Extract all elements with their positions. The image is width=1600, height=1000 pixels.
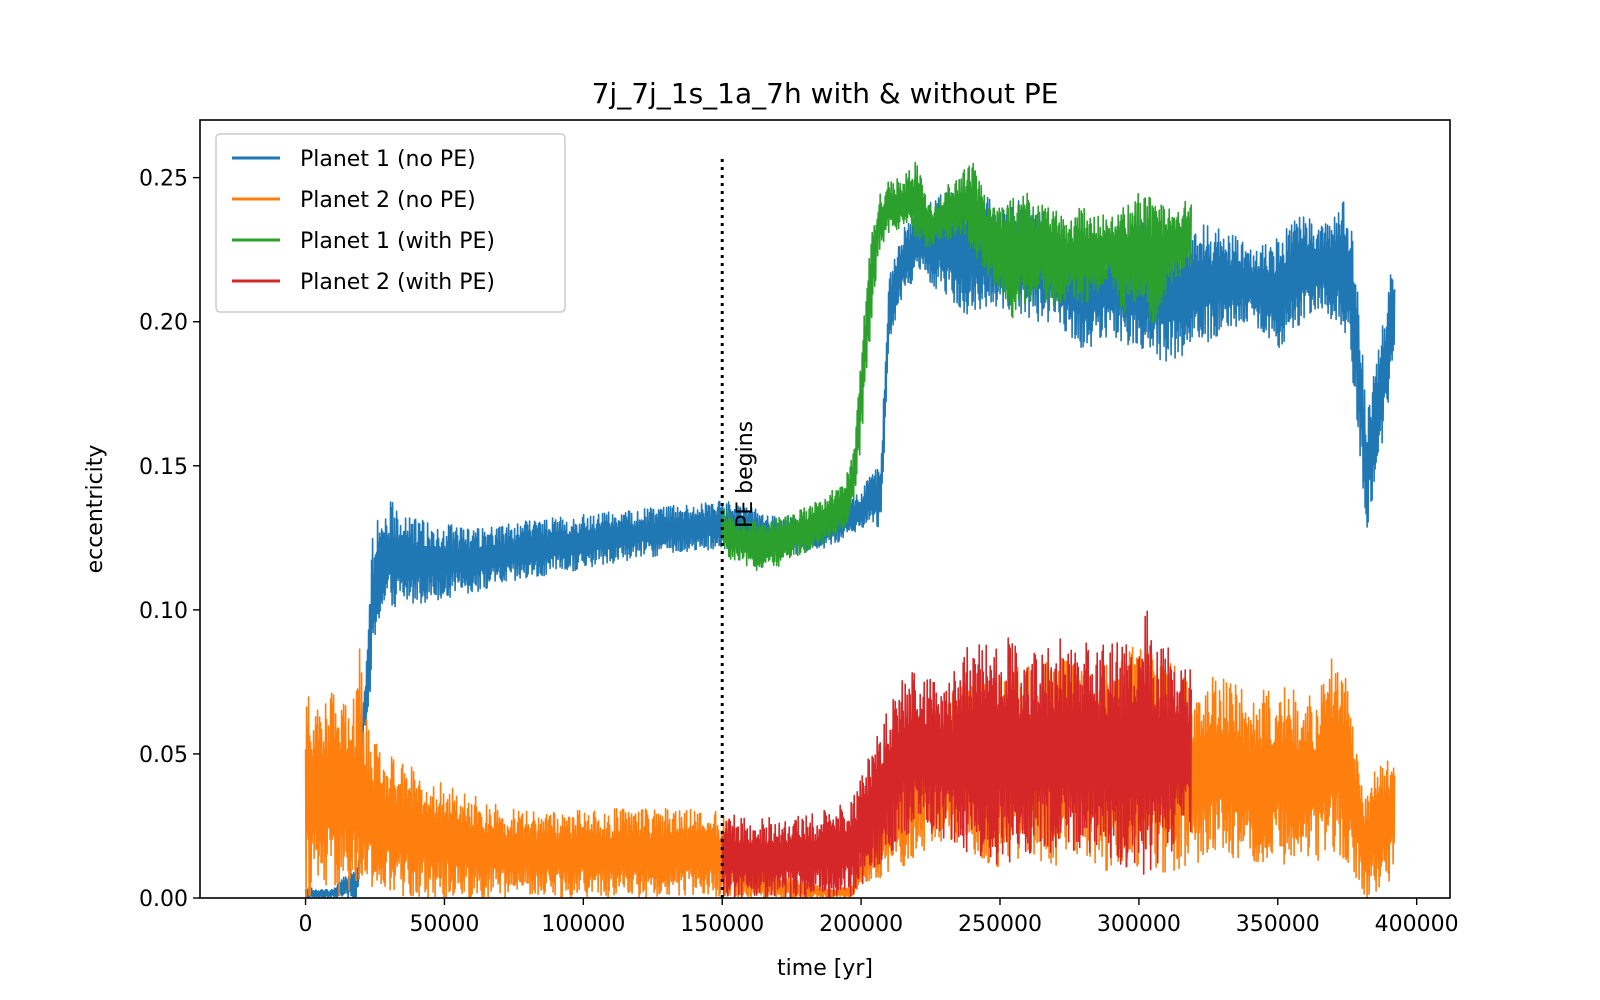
y-tick-label: 0.15 bbox=[139, 455, 188, 480]
x-axis-label: time [yr] bbox=[777, 956, 873, 981]
legend-label: Planet 2 (with PE) bbox=[300, 270, 495, 295]
x-axis-ticks: 0 50000 100000 150000 200000 250000 300000 3500… bbox=[299, 898, 1459, 937]
series-line bbox=[304, 187, 1396, 898]
legend-box bbox=[215, 133, 566, 313]
x-tick-label: 50000 bbox=[409, 912, 479, 937]
x-tick-label: 350000 bbox=[1236, 912, 1320, 937]
legend: Planet 1 (no PE) Planet 2 (no PE) Planet 1… bbox=[215, 133, 566, 313]
y-tick-label: 0.10 bbox=[139, 599, 188, 624]
chart-title: 7j_7j_1s_1a_7h with & without PE bbox=[592, 77, 1059, 110]
x-tick-label: 100000 bbox=[541, 912, 625, 937]
legend-items: Planet 1 (no PE) Planet 2 (no PE) Planet 1… bbox=[232, 147, 495, 295]
series-line bbox=[721, 610, 1192, 898]
series-4 bbox=[721, 610, 1192, 898]
legend-label: Planet 1 (with PE) bbox=[300, 229, 495, 254]
x-tick-label: 400000 bbox=[1375, 912, 1459, 937]
y-tick-label: 0.25 bbox=[139, 167, 188, 192]
x-tick-label: 250000 bbox=[958, 912, 1042, 937]
x-tick-label: 300000 bbox=[1097, 912, 1181, 937]
axes-frame bbox=[199, 119, 1451, 899]
pe-begins-annotation: PE begins bbox=[733, 421, 758, 528]
legend-label: Planet 2 (no PE) bbox=[300, 188, 476, 213]
series-line bbox=[721, 161, 1192, 572]
x-tick-label: 0 bbox=[299, 912, 313, 937]
y-tick-label: 0.20 bbox=[139, 311, 188, 336]
series-1 bbox=[304, 187, 1396, 898]
y-axis-label: eccentricity bbox=[83, 445, 108, 574]
y-axis-ticks: 0.00 0.05 0.10 0.15 0.20 0.25 bbox=[139, 167, 200, 912]
series-2 bbox=[304, 646, 1396, 898]
legend-label: Planet 1 (no PE) bbox=[300, 147, 476, 172]
series-line bbox=[304, 646, 1396, 898]
x-tick-label: 150000 bbox=[680, 912, 764, 937]
series-layer bbox=[304, 161, 1396, 898]
y-tick-label: 0.05 bbox=[139, 743, 188, 768]
series-3 bbox=[721, 161, 1192, 572]
y-tick-label: 0.00 bbox=[139, 887, 188, 912]
plot-area bbox=[199, 119, 1451, 899]
x-tick-label: 200000 bbox=[819, 912, 903, 937]
